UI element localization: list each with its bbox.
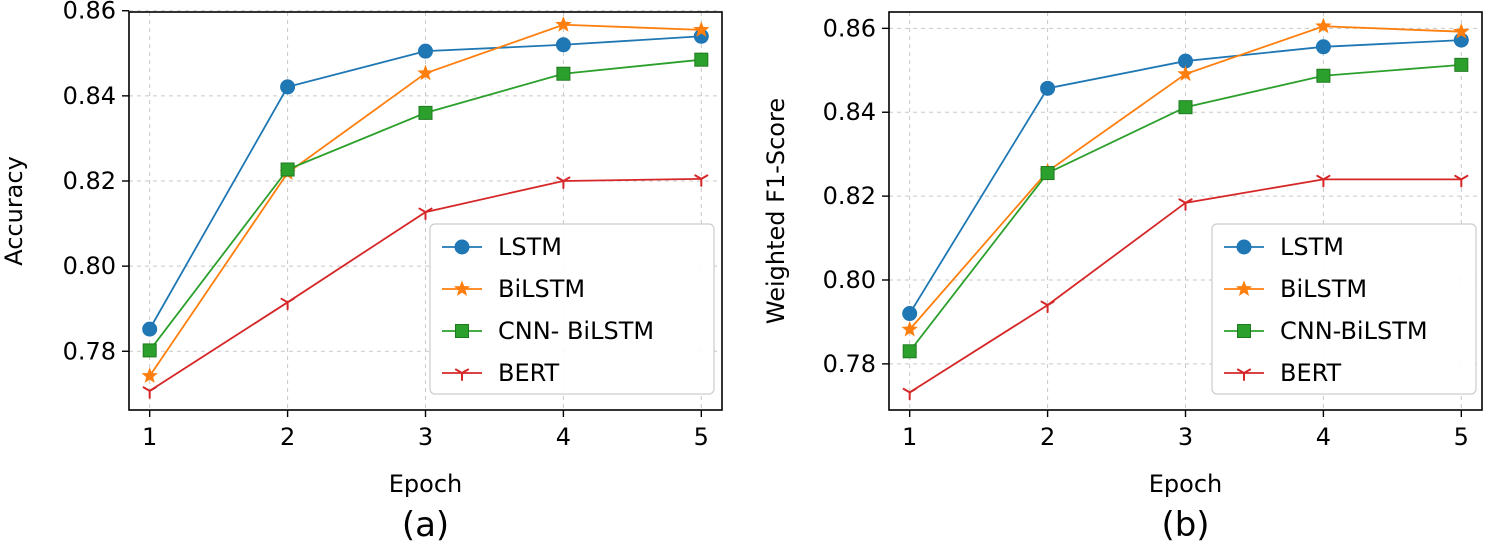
- y-axis-label: Weighted F1-Score: [762, 98, 790, 324]
- data-point-cnn-bilstm: [556, 66, 571, 81]
- legend-marker: [1237, 324, 1251, 338]
- data-point-bilstm: [141, 367, 158, 383]
- data-point-lstm: [902, 306, 918, 322]
- data-point-bilstm: [1453, 23, 1470, 39]
- series-bert: [142, 174, 709, 399]
- series-cnn-bilstm: [142, 52, 709, 358]
- y-axis-label: Accuracy: [0, 156, 28, 266]
- data-point-bert: [1178, 198, 1193, 211]
- y-tick-label: 0.82: [823, 182, 876, 210]
- data-point-cnn-bilstm: [694, 52, 709, 67]
- series-lstm: [902, 32, 1469, 322]
- y-tick-label: 0.78: [823, 350, 876, 378]
- data-point-bert: [418, 207, 433, 221]
- f1-score-chart: 1 2 3 4 5 0.78 0.80 0.82 0.84 0.86 Epoch Weighted F…: [762, 11, 1483, 545]
- x-tick-label: 3: [418, 423, 433, 451]
- data-point-bilstm: [693, 21, 710, 37]
- y-tick-label: 0.84: [63, 82, 116, 110]
- y-tick-label: 0.80: [63, 252, 116, 280]
- data-point-bert: [694, 174, 709, 187]
- y-tick-label: 0.86: [63, 0, 116, 25]
- legend-marker: [1236, 239, 1252, 255]
- legend-entry-cnn-bilstm: CNN- BiLSTM: [442, 317, 654, 345]
- data-point-bert: [280, 297, 295, 311]
- data-point-bilstm: [1315, 17, 1332, 34]
- data-point-bilstm: [555, 16, 572, 32]
- legend-box: [429, 223, 715, 395]
- data-point-bert: [1454, 174, 1469, 188]
- data-point-bilstm: [417, 64, 434, 81]
- x-tick-label: 5: [1454, 423, 1469, 451]
- data-point-cnn-bilstm: [1454, 57, 1469, 72]
- data-point-cnn-bilstm: [902, 344, 917, 359]
- x-tick-label: 3: [1178, 423, 1193, 451]
- x-tick-label: 1: [142, 423, 157, 451]
- y-tick-label: 0.84: [823, 98, 876, 126]
- legend-label: CNN-BiLSTM: [1280, 317, 1428, 345]
- x-tick-label: 5: [694, 423, 709, 451]
- data-point-cnn-bilstm: [142, 343, 157, 358]
- data-point-lstm: [1315, 39, 1331, 55]
- legend-box: [1211, 223, 1477, 395]
- panel-label: (b): [1161, 505, 1209, 545]
- legend-entry-lstm: LSTM: [442, 233, 562, 261]
- legend-entry-bert: BERT: [1224, 359, 1342, 387]
- legend: LSTM BiLSTM CNN- BiLSTM BERT: [429, 223, 715, 395]
- data-point-bert: [556, 176, 571, 189]
- data-point-lstm: [142, 321, 158, 337]
- data-point-cnn-bilstm: [1178, 100, 1193, 115]
- data-point-lstm: [418, 43, 433, 59]
- data-point-cnn-bilstm: [1316, 68, 1331, 83]
- x-axis-label: Epoch: [389, 470, 463, 498]
- legend-label: BiLSTM: [498, 275, 585, 303]
- y-tick-label: 0.82: [63, 167, 116, 195]
- y-tick-label: 0.86: [823, 14, 876, 42]
- x-tick-label: 2: [1040, 423, 1055, 451]
- legend-marker: [1235, 280, 1253, 296]
- x-tick-label: 2: [280, 423, 295, 451]
- y-tick-label: 0.80: [823, 266, 876, 294]
- legend-entry-lstm: LSTM: [1224, 233, 1344, 261]
- x-tick-label: 4: [1316, 423, 1331, 451]
- x-tick-label: 4: [556, 423, 571, 451]
- legend-entry-bert: BERT: [442, 359, 560, 387]
- data-point-bert: [1316, 174, 1331, 188]
- panel-label: (a): [402, 505, 449, 545]
- series-bert: [902, 174, 1469, 401]
- y-tick-label: 0.78: [63, 337, 116, 365]
- x-tick-label: 1: [902, 423, 917, 451]
- legend-label: LSTM: [1280, 233, 1344, 261]
- data-point-lstm: [280, 79, 296, 95]
- data-point-lstm: [555, 37, 571, 53]
- legend-entry-bilstm: BiLSTM: [1224, 275, 1367, 303]
- data-point-bilstm: [1177, 65, 1194, 82]
- x-axis-label: Epoch: [1149, 470, 1223, 498]
- series-lstm: [142, 28, 709, 337]
- legend-marker: [454, 239, 470, 255]
- legend-marker: [455, 324, 469, 338]
- data-point-bert: [142, 386, 157, 399]
- accuracy-chart: 1 2 3 4 5 0.78 0.80 0.82 0.84 0.86 Epoch Accuracy (a…: [0, 0, 723, 545]
- data-point-bert: [1040, 300, 1055, 314]
- legend-label: CNN- BiLSTM: [498, 317, 654, 345]
- legend-marker: [454, 368, 470, 381]
- legend-label: BiLSTM: [1280, 275, 1367, 303]
- legend-label: BERT: [1280, 359, 1342, 387]
- legend: LSTM BiLSTM CNN-BiLSTM BERT: [1211, 223, 1477, 395]
- legend-marker: [453, 280, 471, 296]
- data-point-cnn-bilstm: [1040, 166, 1055, 181]
- legend-marker: [1236, 368, 1252, 381]
- data-point-bert: [902, 387, 917, 401]
- legend-entry-cnn-bilstm: CNN-BiLSTM: [1224, 317, 1428, 345]
- series-cnn-bilstm: [902, 57, 1469, 359]
- data-point-lstm: [1040, 80, 1056, 96]
- data-point-bilstm: [901, 320, 918, 337]
- legend-label: BERT: [498, 359, 560, 387]
- data-point-cnn-bilstm: [418, 105, 433, 120]
- data-point-cnn-bilstm: [280, 162, 295, 177]
- legend-label: LSTM: [498, 233, 562, 261]
- legend-entry-bilstm: BiLSTM: [442, 275, 585, 303]
